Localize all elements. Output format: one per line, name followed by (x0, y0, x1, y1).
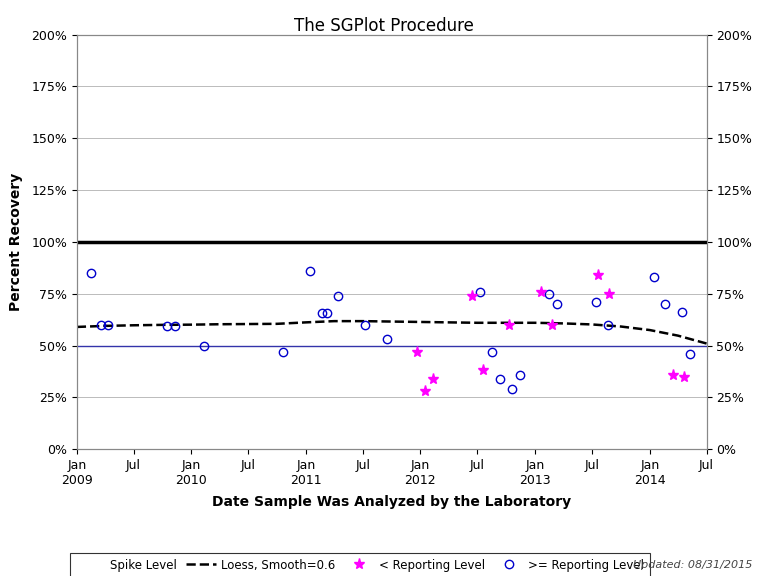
Legend: Spike Level, Loess, Smooth=0.6, < Reporting Level, >= Reporting Level: Spike Level, Loess, Smooth=0.6, < Report… (70, 552, 650, 576)
X-axis label: Date Sample Was Analyzed by the Laboratory: Date Sample Was Analyzed by the Laborato… (212, 495, 571, 509)
Text: The SGPlot Procedure: The SGPlot Procedure (294, 17, 474, 35)
Text: Updated: 08/31/2015: Updated: 08/31/2015 (634, 560, 753, 570)
Y-axis label: Percent Recovery: Percent Recovery (9, 173, 23, 311)
